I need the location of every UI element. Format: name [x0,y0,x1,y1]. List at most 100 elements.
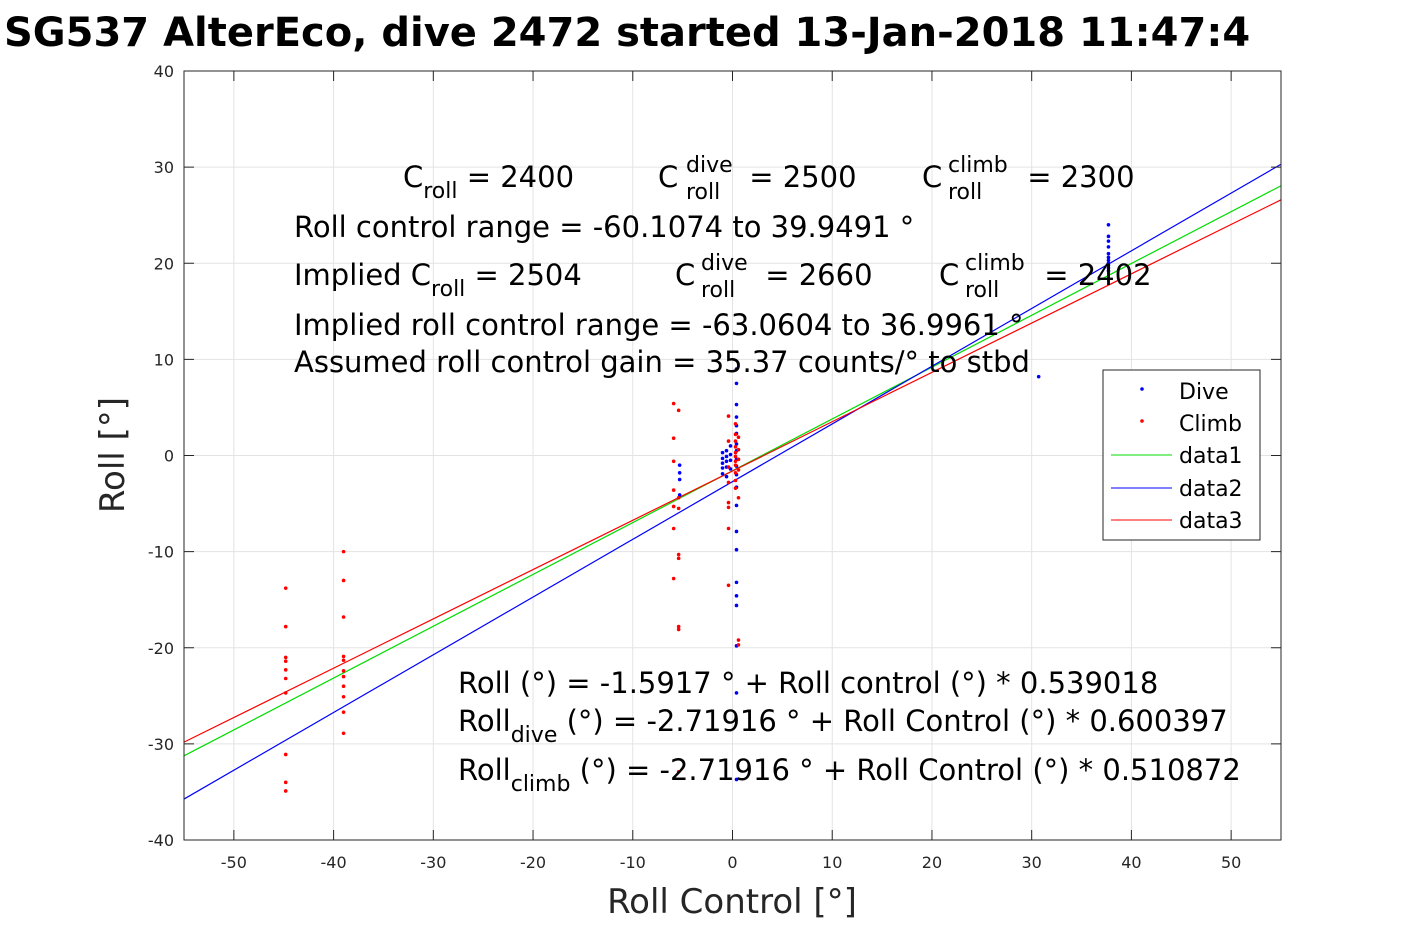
fit-lines [183,163,1282,800]
implied-c-roll-label: Implied Croll = 2504 [294,258,582,302]
climb-point [283,780,288,785]
legend-data2-label: data2 [1179,477,1243,502]
fit-line-data3 [183,199,1282,743]
fit-equation-all: Roll (°) = -1.5917 ° + Roll control (°) … [458,666,1158,700]
x-tick-label: 10 [822,853,842,872]
climb-point [671,488,676,492]
climb-point [733,445,738,449]
climb-point [733,463,738,467]
dive-point [720,466,725,470]
climb-point [733,471,738,475]
dive-point [734,547,739,552]
axis-ticks: -50 -40 -30 -20 -10 0 10 20 30 40 50 -40 -30 -20 -10 0 1… [148,62,1281,872]
dive-point [1106,251,1111,256]
dive-point [728,452,733,457]
chart-title: SG537 AlterEco, dive 2472 started 13-Jan… [4,10,1250,56]
y-tick-label: -10 [148,543,174,562]
climb-point [726,526,731,531]
dive-point [677,493,682,497]
x-tick-label: 30 [1022,853,1042,872]
fit-equation-dive: Rolldive (°) = -2.71916 ° + Roll Control… [458,704,1228,748]
climb-point [726,439,731,443]
climb-point [676,627,681,632]
climb-point [283,668,288,672]
dive-point [1106,263,1111,267]
dive-point [1106,255,1111,260]
climb-point [676,506,681,511]
dive-point [1106,239,1111,243]
dive-point [1106,269,1111,273]
climb-point [733,486,738,490]
climb-point [341,578,346,583]
dive-point [720,450,725,455]
legend: Dive Climb data1 data2 data3 [1102,369,1261,541]
dive-point [724,448,729,453]
dive-point [734,415,739,419]
legend-climb-label: Climb [1179,412,1242,437]
x-tick-label: -40 [321,853,347,872]
dive-point [1106,258,1111,263]
climb-point [341,654,346,659]
climb-point [733,432,738,437]
fit-line-data2 [183,163,1282,800]
dive-point [734,442,739,446]
climb-point [283,655,288,660]
climb-point [726,480,731,485]
climb-point [341,674,346,679]
climb-point [736,447,741,452]
x-axis-label: Roll Control [°] [607,882,857,922]
climb-point [671,504,676,509]
dive-point [1106,245,1111,249]
climb-point [726,583,731,588]
y-tick-label: -20 [148,639,174,658]
data-points [283,223,1111,793]
dive-point [720,471,725,476]
dive-point [720,461,725,465]
dive-point [734,529,739,534]
climb-point [733,421,738,426]
dive-point [1106,266,1111,270]
climb-point [733,454,738,459]
x-tick-label: -20 [520,853,546,872]
climb-point [283,676,288,681]
dive-point [734,367,739,371]
dive-point [720,456,725,461]
climb-point [283,624,288,629]
climb-point [341,615,346,619]
climb-point [676,624,681,629]
y-tick-label: -30 [148,735,174,754]
climb-point [283,586,288,590]
climb-point [341,684,346,688]
dive-point [734,381,739,386]
climb-point [736,643,741,647]
climb-point [283,659,288,664]
dive-point [734,603,739,608]
fit-equation-climb: Rollclimb (°) = -2.71916 ° + Roll Contro… [458,753,1241,797]
climb-point [726,414,731,418]
legend-data3-label: data3 [1179,509,1243,534]
climb-point [733,459,738,464]
x-tick-label: -50 [221,853,247,872]
climb-point [283,691,288,695]
climb-point [736,495,741,500]
x-tick-label: 20 [922,853,942,872]
dive-point [724,474,729,479]
y-axis-label: Roll [°] [93,397,133,513]
x-tick-label: -10 [620,853,646,872]
y-tick-label: 0 [164,447,174,466]
legend-climb-marker [1140,419,1144,423]
implied-roll-control-range: Implied roll control range = -63.0604 to… [294,308,1024,342]
x-tick-label: 0 [727,853,737,872]
climb-point [671,576,676,581]
y-tick-label: 40 [154,62,174,81]
y-tick-label: 20 [154,254,174,273]
dive-point [724,454,729,459]
y-tick-label: 10 [154,350,174,369]
climb-point [736,468,741,472]
climb-point [736,638,741,642]
y-tick-label: -40 [148,831,174,850]
climb-point [676,769,681,774]
